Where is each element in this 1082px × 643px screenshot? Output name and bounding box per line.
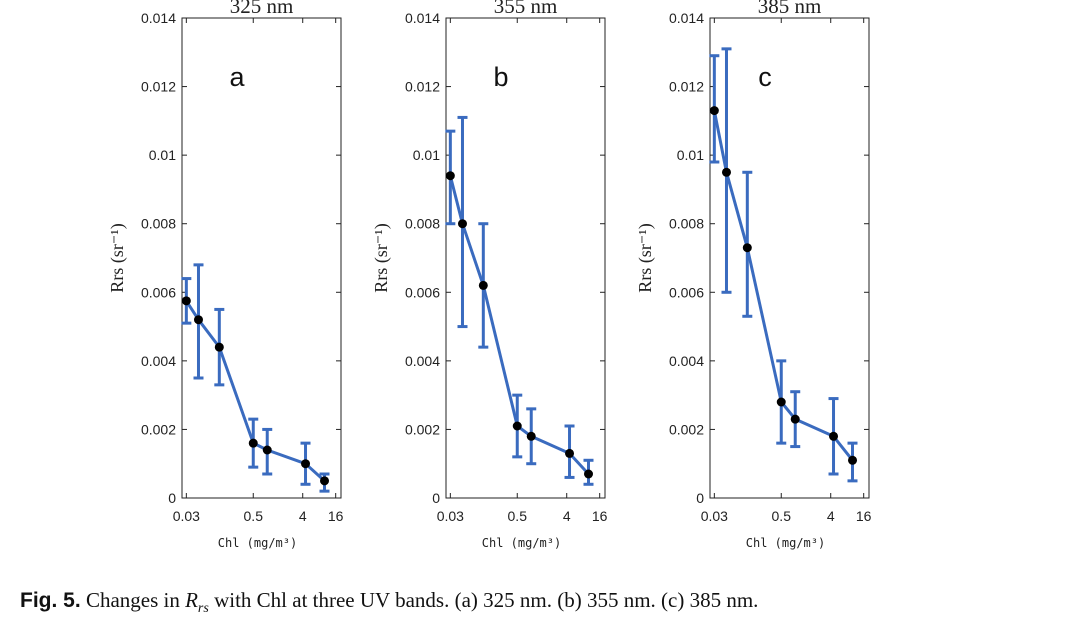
y-tick-label: 0.004 — [141, 353, 176, 369]
axes-box — [181, 17, 342, 499]
data-point — [829, 431, 839, 441]
data-point — [790, 414, 800, 424]
data-point — [584, 469, 594, 479]
data-point — [320, 476, 330, 486]
x-tick-label: 0.5 — [244, 508, 264, 524]
panel-letter: c — [758, 62, 772, 92]
data-point — [709, 106, 719, 116]
data-point — [721, 167, 731, 177]
x-axis-label: Chl (mg/m³) — [218, 536, 297, 550]
chart-title: 385 nm — [758, 0, 822, 18]
caption-text-after: with Chl at three UV bands. (a) 325 nm. … — [208, 588, 759, 612]
y-tick-label: 0.002 — [141, 421, 176, 437]
y-axis-label: Rrs (sr⁻¹) — [107, 223, 128, 292]
y-tick-label: 0.008 — [405, 216, 440, 232]
y-axis-label: Rrs (sr⁻¹) — [635, 223, 656, 292]
data-point — [512, 421, 522, 431]
data-point — [776, 397, 786, 407]
data-point — [193, 315, 203, 325]
x-tick-label: 0.03 — [173, 508, 200, 524]
data-point — [445, 171, 455, 181]
caption-label: Fig. 5. — [20, 589, 81, 612]
y-tick-label: 0 — [696, 490, 704, 506]
y-tick-label: 0.012 — [405, 79, 440, 95]
y-tick-label: 0.006 — [141, 284, 176, 300]
y-tick-label: 0.006 — [405, 284, 440, 300]
x-tick-label: 16 — [856, 508, 872, 524]
x-tick-label: 0.5 — [772, 508, 792, 524]
y-tick-label: 0.01 — [413, 147, 440, 163]
data-point — [565, 448, 575, 458]
chart-title: 355 nm — [494, 0, 558, 18]
y-tick-label: 0.012 — [669, 79, 704, 95]
caption-rrs-sub: rs — [197, 601, 209, 617]
y-tick-label: 0 — [432, 490, 440, 506]
panel-letter: b — [493, 62, 508, 92]
data-point — [848, 455, 858, 465]
y-tick-label: 0.014 — [405, 10, 440, 26]
x-tick-label: 0.03 — [437, 508, 464, 524]
x-tick-label: 16 — [328, 508, 344, 524]
chart-panel-c: 0 0.002 0.004 0.006 0.008 0.01 0.012 0.014 0.03 0… — [635, 0, 872, 550]
y-tick-label: 0 — [168, 490, 176, 506]
x-axis-label: Chl (mg/m³) — [746, 536, 825, 550]
y-tick-label: 0.008 — [141, 216, 176, 232]
y-tick-label: 0.014 — [669, 10, 704, 26]
caption-text-before: Changes in — [80, 588, 186, 612]
y-tick-label: 0.014 — [141, 10, 176, 26]
series-line — [712, 110, 854, 462]
data-point — [526, 431, 536, 441]
y-tick-label: 0.01 — [149, 147, 176, 163]
x-tick-label: 4 — [827, 508, 835, 524]
x-tick-label: 16 — [592, 508, 608, 524]
data-point — [457, 219, 467, 229]
series-line — [185, 300, 326, 483]
x-axis-label: Chl (mg/m³) — [482, 536, 561, 550]
x-tick-label: 0.03 — [701, 508, 728, 524]
y-tick-label: 0.008 — [669, 216, 704, 232]
y-tick-label: 0.002 — [669, 421, 704, 437]
chart-title: 325 nm — [230, 0, 294, 18]
y-tick-label: 0.012 — [141, 79, 176, 95]
axes-box — [445, 17, 606, 499]
y-tick-label: 0.002 — [405, 421, 440, 437]
data-point — [181, 296, 191, 306]
data-point — [248, 438, 258, 448]
x-tick-label: 4 — [563, 508, 571, 524]
caption-rrs-main: R — [185, 588, 198, 612]
x-tick-label: 4 — [299, 508, 307, 524]
y-tick-label: 0.004 — [669, 353, 704, 369]
figure-caption: Fig. 5. Changes in Rrs with Chl at three… — [20, 588, 1070, 617]
data-point — [478, 280, 488, 290]
x-tick-label: 0.5 — [508, 508, 528, 524]
data-point — [742, 243, 752, 253]
y-tick-label: 0.004 — [405, 353, 440, 369]
y-axis-label: Rrs (sr⁻¹) — [371, 223, 392, 292]
data-point — [214, 342, 224, 352]
y-tick-label: 0.01 — [677, 147, 704, 163]
panel-letter: a — [229, 62, 245, 92]
data-point — [301, 459, 311, 469]
caption-rrs-symbol: Rrs — [185, 588, 209, 616]
data-point — [262, 445, 272, 455]
y-tick-label: 0.006 — [669, 284, 704, 300]
chart-panel-b: 0 0.002 0.004 0.006 0.008 0.01 0.012 0.014 0.03 0… — [371, 0, 608, 550]
chart-panel-a: 0 0.002 0.004 0.006 0.008 0.01 0.012 0.014 0.03 0… — [107, 0, 344, 550]
axes-box — [709, 17, 870, 499]
